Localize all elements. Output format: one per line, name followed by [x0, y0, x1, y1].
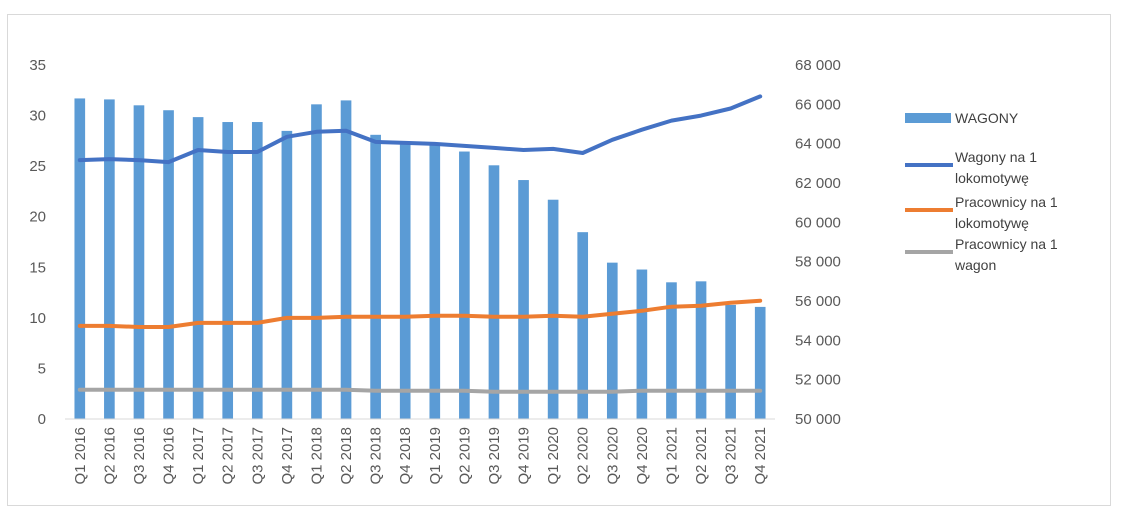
legend-item: WAGONY — [905, 110, 1019, 126]
x-tick-label: Q3 2020 — [604, 427, 621, 485]
x-tick-label: Q2 2021 — [693, 427, 710, 485]
left-tick-label: 0 — [38, 411, 46, 428]
left-tick-label: 25 — [29, 158, 46, 175]
right-tick-label: 52 000 — [795, 372, 841, 389]
x-axis: Q1 2016 Q2 2016 Q3 2016 Q4 2016 Q1 2017 Q2 20… — [65, 418, 775, 485]
x-tick-label: Q4 2019 — [516, 427, 533, 485]
x-tick-label: Q2 2019 — [456, 427, 473, 485]
x-tick-label: Q2 2017 — [220, 427, 237, 485]
x-tick-label: Q3 2016 — [131, 427, 148, 485]
bar — [370, 134, 381, 420]
left-tick-label: 20 — [29, 209, 46, 226]
right-tick-label: 62 000 — [795, 175, 841, 192]
bar — [311, 104, 322, 419]
left-tick-label: 35 — [29, 57, 46, 74]
bar — [163, 110, 174, 419]
plot-area — [74, 94, 766, 420]
x-tick-label: Q4 2021 — [752, 427, 769, 485]
bar — [695, 281, 707, 419]
legend-item: Wagony na 1 lokomotywę — [905, 149, 1037, 186]
left-tick-label: 5 — [38, 360, 46, 377]
legend-label: Wagony na 1 lokomotywę — [955, 149, 1037, 186]
x-tick-label: Q4 2020 — [634, 427, 651, 485]
left-tick-label: 15 — [29, 259, 46, 276]
left-tick-label: 30 — [29, 108, 46, 125]
legend-label: Pracownicy na 1 lokomotywę — [955, 194, 1058, 231]
bar — [104, 99, 115, 420]
left-axis: 0 5 10 15 20 25 30 35 — [29, 57, 46, 428]
x-tick-label: Q3 2017 — [249, 427, 266, 485]
left-tick-label: 10 — [29, 310, 46, 327]
x-tick-label: Q4 2018 — [397, 427, 414, 485]
bar — [192, 117, 204, 419]
right-tick-label: 50 000 — [795, 411, 841, 428]
right-axis: 50 000 52 000 54 000 56 000 58 000 60 000 62 0… — [795, 57, 841, 428]
bar — [133, 105, 145, 420]
bar — [547, 199, 559, 419]
bar — [666, 282, 677, 419]
x-tick-label: Q1 2019 — [427, 427, 444, 485]
x-tick-label: Q2 2020 — [575, 427, 592, 485]
chart-frame — [7, 14, 1111, 506]
legend: WAGONY Wagony na 1 lokomotywę Pracownicy na… — [905, 110, 1058, 273]
bar — [636, 269, 648, 419]
x-tick-label: Q1 2018 — [308, 427, 325, 485]
x-tick-label: Q2 2016 — [101, 427, 118, 485]
x-tick-label: Q3 2021 — [723, 427, 740, 485]
right-tick-label: 68 000 — [795, 57, 841, 74]
series-line — [77, 94, 763, 165]
right-tick-label: 60 000 — [795, 214, 841, 231]
x-tick-label: Q1 2016 — [72, 427, 89, 485]
x-tick-label: Q3 2018 — [368, 427, 385, 485]
bar — [74, 98, 86, 419]
legend-label: Pracownicy na 1 wagon — [954, 236, 1058, 273]
bar — [488, 165, 500, 419]
bar — [606, 262, 618, 419]
legend-swatch — [905, 113, 951, 123]
x-tick-label: Q3 2019 — [486, 427, 503, 485]
bar — [725, 304, 736, 419]
bar — [459, 151, 470, 420]
x-tick-label: Q1 2017 — [190, 427, 207, 485]
x-tick-label: Q1 2021 — [663, 427, 680, 485]
x-tick-label: Q4 2017 — [279, 427, 296, 485]
x-tick-label: Q2 2018 — [338, 427, 355, 485]
right-tick-label: 54 000 — [795, 332, 841, 349]
legend-item: Pracownicy na 1 wagon — [905, 236, 1058, 273]
bar — [518, 180, 529, 419]
bar — [429, 143, 441, 419]
legend-label: WAGONY — [955, 110, 1019, 126]
right-tick-label: 58 000 — [795, 254, 841, 271]
right-tick-label: 56 000 — [795, 293, 841, 310]
bar — [754, 306, 766, 419]
bar — [251, 122, 263, 420]
right-tick-label: 64 000 — [795, 136, 841, 153]
legend-item: Pracownicy na 1 lokomotywę — [905, 194, 1058, 231]
series-line — [77, 387, 763, 394]
bar — [577, 232, 589, 419]
x-tick-label: Q1 2020 — [545, 427, 562, 485]
right-tick-label: 66 000 — [795, 96, 841, 113]
series-line — [77, 298, 763, 329]
bar — [281, 130, 293, 419]
bar — [399, 141, 411, 419]
bar — [222, 122, 234, 420]
bar — [340, 100, 352, 420]
x-tick-label: Q4 2016 — [161, 427, 178, 485]
